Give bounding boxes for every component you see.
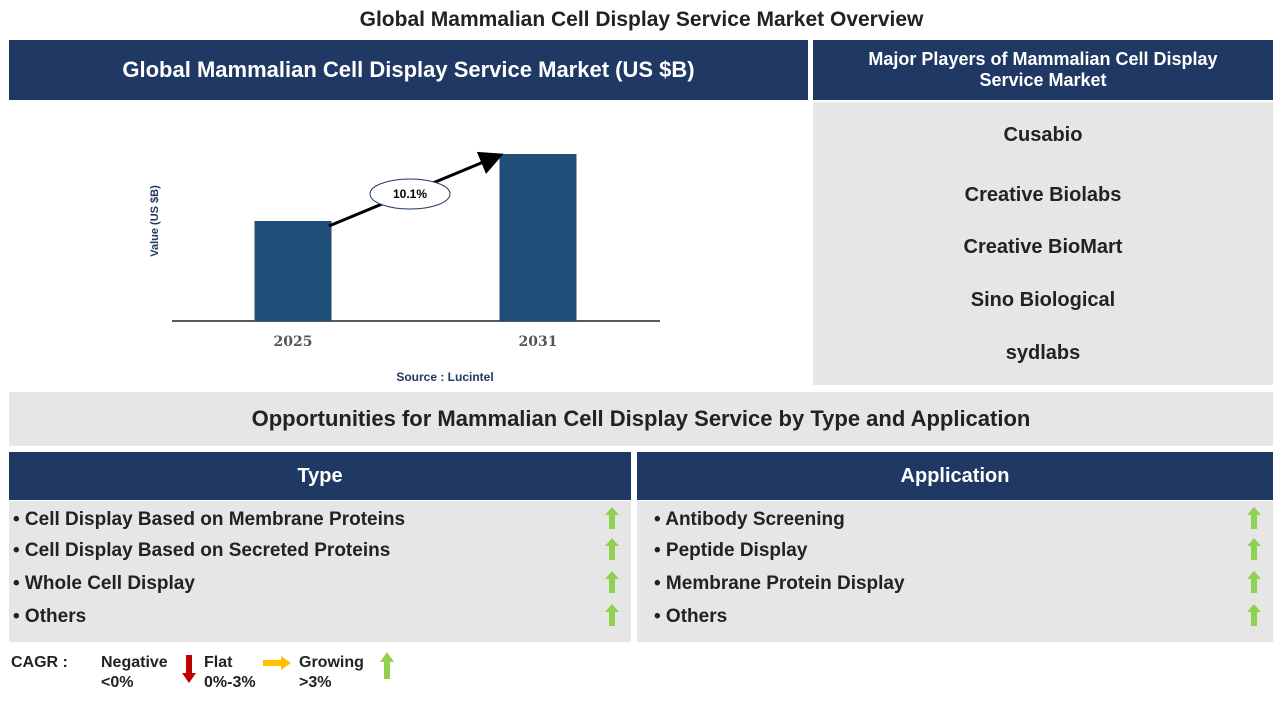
growing-arrow-icon xyxy=(1247,538,1261,560)
player-item: Sino Biological xyxy=(970,289,1116,311)
legend-growing: Growing >3% xyxy=(299,653,364,693)
y-axis-label: Value (US $B) xyxy=(149,185,161,257)
legend-flat: Flat 0%-3% xyxy=(204,653,256,693)
application-item: • Antibody Screening xyxy=(654,509,845,530)
market-chart: Value (US $B) 2025 2031 10.1% Source : Lu… xyxy=(149,151,660,384)
growing-arrow-icon xyxy=(1247,571,1261,593)
application-panel xyxy=(637,501,1273,642)
source-label: Source : Lucintel xyxy=(396,370,493,384)
growing-arrow-icon xyxy=(605,538,619,560)
player-item: Cusabio xyxy=(1003,124,1083,146)
type-item: • Others xyxy=(13,606,87,627)
x-tick-label: 2025 xyxy=(274,334,313,350)
player-item: Creative BioMart xyxy=(963,236,1123,258)
cagr-bubble xyxy=(369,178,451,210)
market-header: Global Mammalian Cell Display Service Ma… xyxy=(9,40,808,100)
bar-2025 xyxy=(254,221,332,321)
type-item: • Cell Display Based on Secreted Protein… xyxy=(13,540,391,561)
down-arrow-icon xyxy=(182,655,196,683)
legend-growing-range: >3% xyxy=(299,674,332,691)
legend-flat-range: 0%-3% xyxy=(204,674,256,691)
growing-arrow-icon xyxy=(605,604,619,626)
x-tick-label: 2031 xyxy=(519,334,558,350)
application-item: • Peptide Display xyxy=(654,540,808,561)
growing-arrow-icon xyxy=(1247,507,1261,529)
type-header: Type xyxy=(9,452,631,500)
growing-arrow-icon xyxy=(605,571,619,593)
legend-negative-range: <0% xyxy=(101,674,134,691)
application-header: Application xyxy=(637,452,1273,500)
application-item: • Others xyxy=(654,606,728,627)
type-panel xyxy=(9,501,631,642)
player-item: sydlabs xyxy=(1005,342,1081,364)
player-item: Creative Biolabs xyxy=(964,184,1122,206)
right-arrow-icon xyxy=(263,656,291,670)
cagr-legend-label: CAGR : xyxy=(11,654,68,671)
type-item: • Cell Display Based on Membrane Protein… xyxy=(13,509,406,530)
legend-growing-label: Growing xyxy=(299,654,364,671)
bar-2031 xyxy=(499,154,577,321)
up-arrow-icon xyxy=(380,652,394,679)
growing-arrow-icon xyxy=(1247,604,1261,626)
page-title: Global Mammalian Cell Display Service Ma… xyxy=(359,8,924,31)
opportunities-header: Opportunities for Mammalian Cell Display… xyxy=(9,392,1273,446)
legend-flat-label: Flat xyxy=(204,654,233,671)
legend-negative: Negative <0% xyxy=(101,653,168,693)
application-item: • Membrane Protein Display xyxy=(654,573,905,594)
legend-negative-label: Negative xyxy=(101,654,168,671)
players-header: Major Players of Mammalian Cell Display … xyxy=(813,40,1273,100)
cagr-label: 10.1% xyxy=(393,187,427,201)
type-item: • Whole Cell Display xyxy=(13,573,195,594)
players-panel xyxy=(813,102,1273,385)
growing-arrow-icon xyxy=(605,507,619,529)
